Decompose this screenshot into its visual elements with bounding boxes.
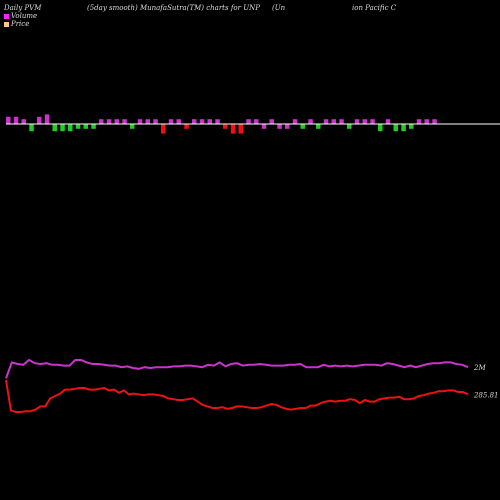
volume-bar (362, 119, 367, 124)
volume-bars (6, 114, 437, 134)
volume-bar (68, 124, 73, 132)
volume-bar (29, 124, 34, 132)
volume-bar (285, 124, 290, 129)
series-end-label-volume: 2M (473, 364, 486, 372)
volume-bar (409, 124, 414, 129)
volume-bar (137, 119, 143, 124)
volume-bar (393, 124, 398, 132)
volume-bar (316, 124, 321, 129)
volume-bar (91, 124, 96, 129)
volume-bar (75, 124, 81, 129)
volume-bar (83, 124, 88, 129)
volume-bar (60, 124, 65, 132)
legend-swatch-price (4, 21, 9, 27)
volume-bar (13, 116, 19, 124)
volume-bar (370, 119, 375, 124)
volume-bar (416, 119, 422, 124)
volume-bar (168, 119, 174, 124)
volume-bar (6, 116, 11, 124)
volume-bar (385, 119, 391, 124)
volume-bar (269, 119, 274, 124)
volume-bar (339, 119, 344, 124)
volume-bar (238, 124, 243, 134)
volume-bar (192, 119, 197, 124)
legend-swatch-volume (4, 13, 9, 19)
volume-bar (308, 119, 313, 124)
series-line-volume (5, 358, 469, 379)
legend-label-price: Price (11, 20, 30, 28)
volume-bar (176, 119, 181, 124)
legend-item-volume: Volume (4, 12, 37, 20)
chart-header-company-a: (Un (272, 4, 286, 12)
volume-bar (215, 119, 220, 124)
volume-bar (246, 119, 251, 124)
volume-bar (432, 119, 437, 124)
chart-header-company-b: ion Pacific C (352, 4, 397, 12)
volume-bar (199, 119, 205, 124)
volume-bar (21, 119, 26, 124)
volume-bar (184, 124, 189, 129)
volume-bar (300, 124, 305, 129)
volume-bar (331, 119, 336, 124)
volume-bar (114, 119, 119, 124)
volume-bar (378, 124, 383, 132)
volume-bar (99, 119, 104, 124)
volume-bar (130, 124, 135, 129)
volume-bar (277, 124, 282, 129)
volume-bar (347, 124, 352, 129)
volume-bar (122, 119, 127, 124)
legend-label-volume: Volume (11, 12, 38, 20)
volume-bar (261, 124, 267, 129)
volume-bar (44, 114, 50, 124)
volume-bar (37, 116, 42, 124)
volume-bar (153, 119, 158, 124)
volume-bar (401, 124, 406, 132)
volume-bar (161, 124, 166, 134)
volume-bar (145, 119, 150, 124)
volume-bar (106, 119, 112, 124)
volume-bar (52, 124, 57, 132)
chart-header-title: (5day smooth) MunafaSutra(TM) charts for… (87, 4, 260, 12)
volume-bar (424, 119, 429, 124)
volume-bar (354, 119, 360, 124)
legend-item-price: Price (4, 20, 29, 28)
volume-bar (223, 124, 228, 129)
volume-bar (254, 119, 259, 124)
series-line-price (5, 379, 469, 413)
series-end-label-price: 285.81 (473, 391, 499, 399)
volume-bar (230, 124, 236, 134)
chart-header-left: Daily PVM (4, 4, 42, 12)
volume-bar (292, 119, 298, 124)
volume-bar (207, 119, 212, 124)
volume-bar (323, 119, 329, 124)
